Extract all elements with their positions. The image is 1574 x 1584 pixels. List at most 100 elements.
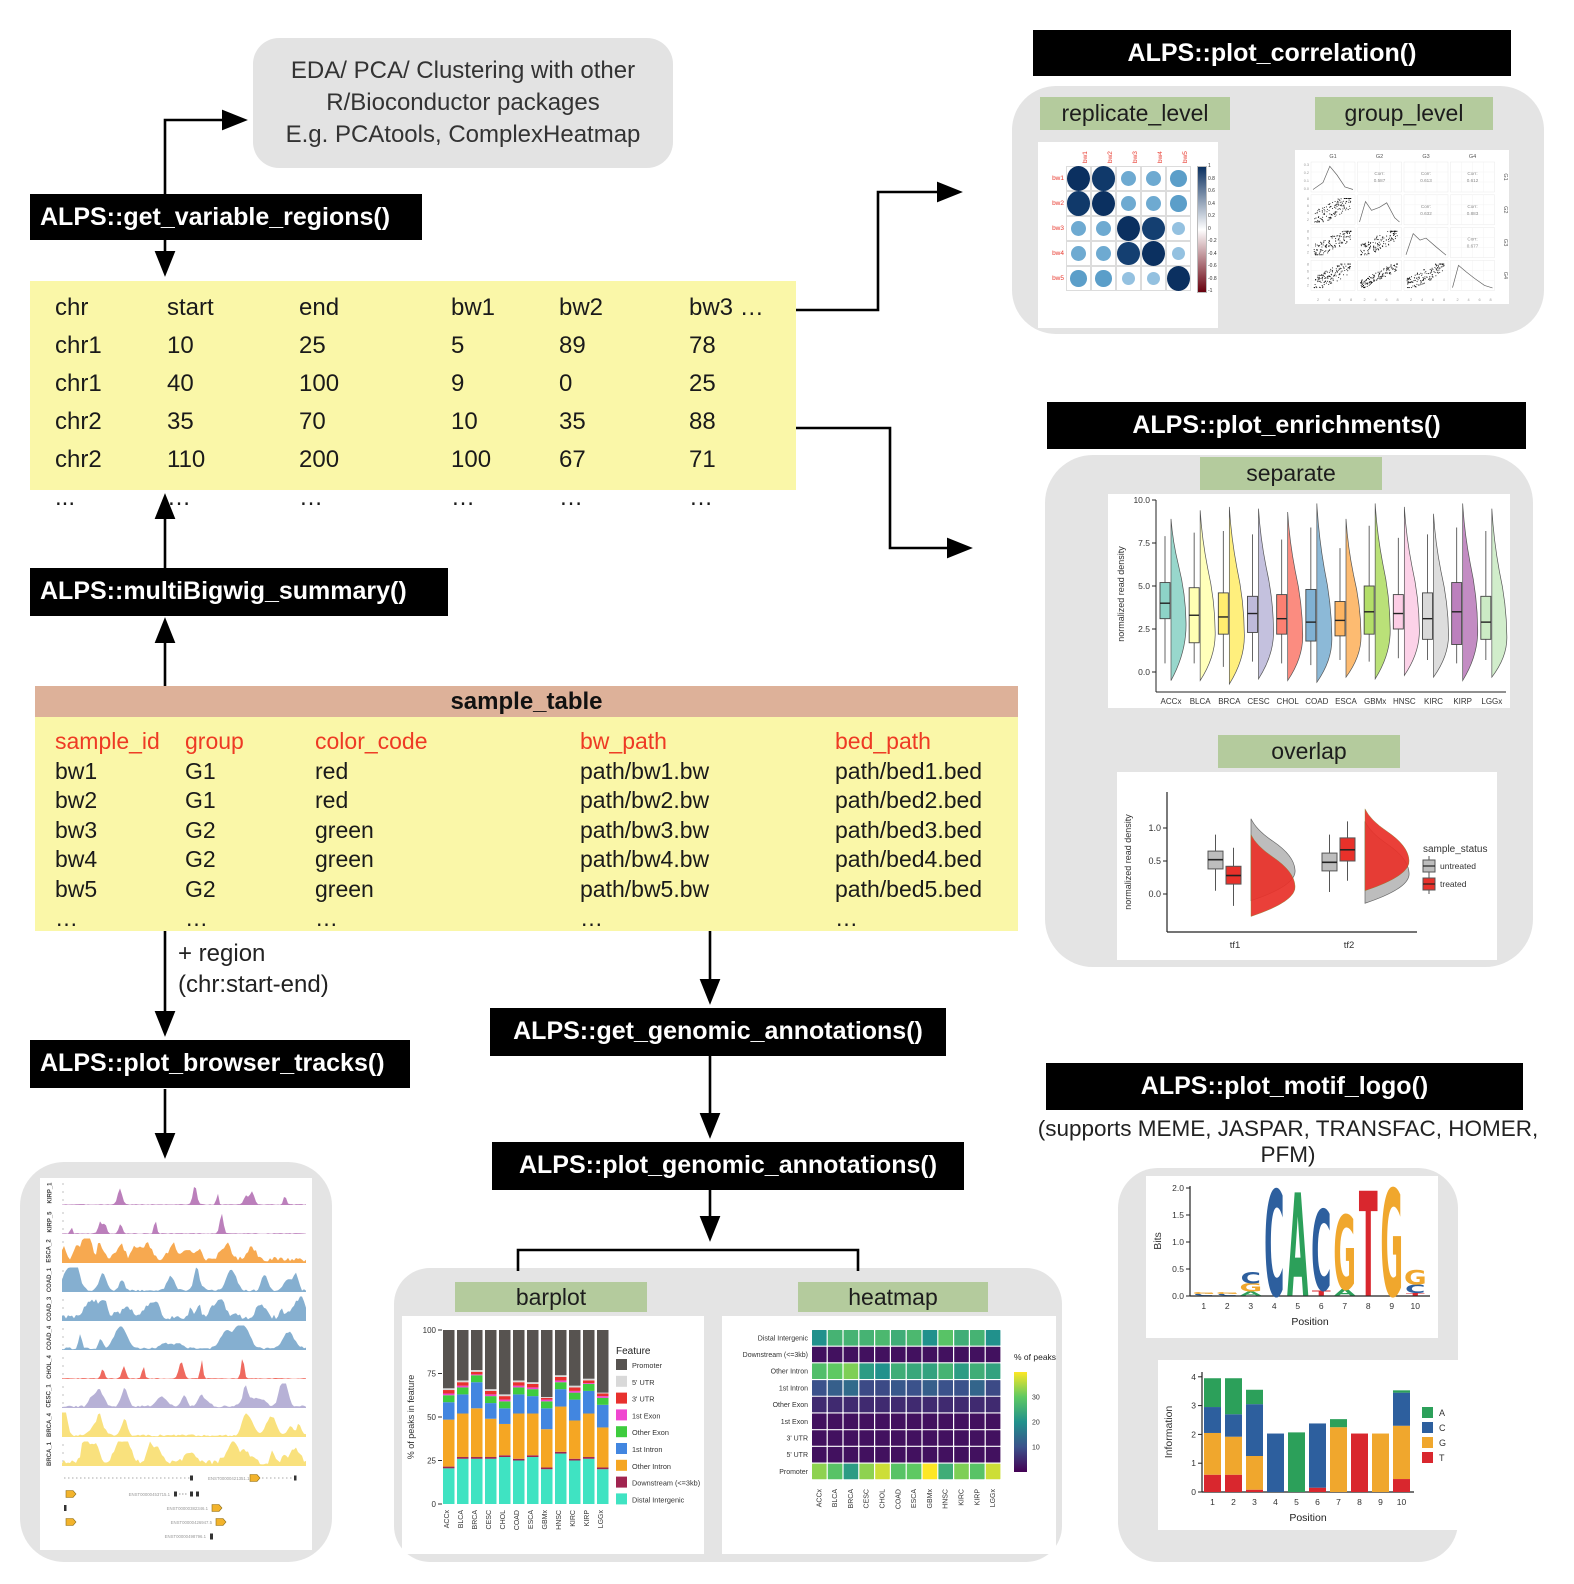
svg-text:Position: Position bbox=[1291, 1316, 1329, 1328]
svg-text:tf2: tf2 bbox=[1344, 940, 1355, 951]
table-cell: … bbox=[299, 484, 323, 511]
svg-text:Corr:: Corr: bbox=[1421, 204, 1431, 209]
correlogram-legend-tick: 0.8 bbox=[1208, 175, 1215, 182]
label-overlap: overlap bbox=[1218, 735, 1400, 768]
track-label: KIRP_1 bbox=[47, 1181, 54, 1204]
svg-text:3: 3 bbox=[1191, 1401, 1196, 1411]
svg-text:G3: G3 bbox=[1422, 154, 1429, 160]
svg-text:KIRP: KIRP bbox=[1453, 697, 1472, 706]
table-cell: … bbox=[315, 905, 338, 932]
correlogram-legend-tick: 0.2 bbox=[1208, 213, 1215, 219]
svg-text:2: 2 bbox=[1410, 298, 1412, 302]
table-row: chr start end bw1 bw2 bw3 … bbox=[55, 289, 796, 327]
svg-text:2: 2 bbox=[1231, 1497, 1236, 1507]
label-separate: separate bbox=[1200, 457, 1382, 490]
svg-text:10.0: 10.0 bbox=[1133, 495, 1150, 505]
svg-text:Corr:: Corr: bbox=[1374, 171, 1384, 176]
table-cell: 25 bbox=[689, 370, 716, 397]
svg-text:2: 2 bbox=[1225, 1301, 1230, 1311]
table-cell: 10 bbox=[167, 332, 194, 359]
svg-text:KIRP: KIRP bbox=[974, 1489, 981, 1506]
correlogram-cell bbox=[1166, 191, 1191, 216]
svg-text:COAD: COAD bbox=[895, 1489, 902, 1509]
table-row: bw3 G2 green path/bw3.bw path/bed3.bed bbox=[55, 816, 1018, 846]
correlogram-legend-tick: -0.6 bbox=[1208, 263, 1217, 269]
table-cell: bw1 bbox=[451, 294, 496, 321]
correlogram-cell bbox=[1166, 241, 1191, 266]
table-cell: … bbox=[689, 484, 713, 511]
track-signal bbox=[62, 1383, 306, 1408]
svg-text:HNSC: HNSC bbox=[1393, 697, 1416, 706]
correlogram-row-label: bw1 bbox=[1052, 175, 1064, 182]
table-cell: … bbox=[451, 484, 475, 511]
svg-text:6: 6 bbox=[1339, 298, 1341, 302]
correlogram-col-label: bw2 bbox=[1106, 151, 1114, 163]
correlogram-col-label: bw5 bbox=[1181, 151, 1189, 163]
table-cell: end bbox=[299, 294, 340, 321]
track-label: BRCA_4 bbox=[47, 1412, 54, 1437]
table-cell: color_code bbox=[315, 728, 428, 755]
svg-text:0.587: 0.587 bbox=[1374, 178, 1386, 183]
table-cell: 5 bbox=[451, 332, 465, 359]
svg-text:2: 2 bbox=[1307, 218, 1309, 222]
svg-text:Promoter: Promoter bbox=[779, 1469, 808, 1476]
correlogram-legend-tick: 0.6 bbox=[1208, 188, 1215, 194]
table-cell: G2 bbox=[185, 846, 216, 873]
svg-text:COAD: COAD bbox=[1305, 697, 1328, 706]
correlogram-cell bbox=[1066, 166, 1091, 191]
correlogram-row-label: bw4 bbox=[1052, 250, 1064, 257]
region-note-line2: (chr:start-end) bbox=[178, 971, 329, 998]
svg-text:T: T bbox=[1439, 1453, 1445, 1463]
table-cell: start bbox=[167, 294, 214, 321]
svg-text:Corr:: Corr: bbox=[1467, 171, 1477, 176]
svg-text:6: 6 bbox=[1307, 237, 1309, 241]
svg-text:2: 2 bbox=[1307, 283, 1309, 287]
svg-text:G: G bbox=[1439, 1438, 1446, 1448]
svg-text:0: 0 bbox=[432, 1500, 437, 1509]
svg-text:6: 6 bbox=[1478, 298, 1480, 302]
svg-text:CHOL: CHOL bbox=[880, 1489, 887, 1509]
svg-text:BRCA: BRCA bbox=[1218, 697, 1241, 706]
svg-text:ENST00000453715.1: ENST00000453715.1 bbox=[129, 1492, 171, 1497]
table-cell: bw4 bbox=[55, 846, 98, 873]
svg-text:G3: G3 bbox=[1502, 239, 1508, 246]
coverage-track: CHOL_4 bbox=[40, 1352, 312, 1381]
correlogram-col-label: bw3 bbox=[1131, 151, 1139, 163]
label-group-level: group_level bbox=[1315, 97, 1493, 130]
svg-text:Corr:: Corr: bbox=[1467, 204, 1477, 209]
table-cell: 25 bbox=[299, 332, 326, 359]
svg-text:0: 0 bbox=[1191, 1487, 1196, 1497]
track-label: COAD_3 bbox=[47, 1296, 53, 1321]
svg-text:C: C bbox=[1217, 1293, 1237, 1296]
table-cell: 35 bbox=[559, 408, 586, 435]
track-signal bbox=[62, 1357, 306, 1379]
svg-text:4: 4 bbox=[1374, 298, 1376, 302]
table-cell: sample_id bbox=[55, 728, 160, 755]
coverage-track: CESC_1 bbox=[40, 1381, 312, 1410]
svg-text:CHOL: CHOL bbox=[1277, 697, 1300, 706]
svg-text:6: 6 bbox=[1385, 298, 1387, 302]
svg-text:Corr:: Corr: bbox=[1421, 171, 1431, 176]
svg-text:G4: G4 bbox=[1469, 154, 1476, 160]
svg-text:G4: G4 bbox=[1502, 272, 1508, 279]
table-cell: ... bbox=[55, 484, 76, 511]
svg-text:0.1: 0.1 bbox=[1304, 179, 1309, 183]
correlogram-cell bbox=[1141, 166, 1166, 191]
enrichment-separate-chart: 0.0 2.5 5.0 7.5 10.0 normalized read density A… bbox=[1108, 494, 1510, 708]
svg-text:G1: G1 bbox=[1329, 154, 1336, 160]
svg-text:10: 10 bbox=[1032, 1445, 1040, 1452]
svg-text:6: 6 bbox=[1307, 204, 1309, 208]
gene-annotation-tracks: ENST00000421351.1 ENST00000453715.1 ENST00… bbox=[64, 1474, 297, 1540]
track-label: KIRP_5 bbox=[47, 1210, 54, 1233]
correlogram-cell bbox=[1066, 241, 1091, 266]
svg-text:COAD: COAD bbox=[514, 1510, 521, 1530]
svg-text:0.5: 0.5 bbox=[1148, 856, 1161, 866]
svg-text:4: 4 bbox=[1307, 244, 1309, 248]
table-cell: bw5 bbox=[55, 875, 98, 902]
svg-text:5: 5 bbox=[1295, 1301, 1300, 1311]
svg-text:G: G bbox=[1404, 1267, 1427, 1290]
table-cell: bw_path bbox=[580, 728, 667, 755]
svg-text:1: 1 bbox=[1210, 1497, 1215, 1507]
